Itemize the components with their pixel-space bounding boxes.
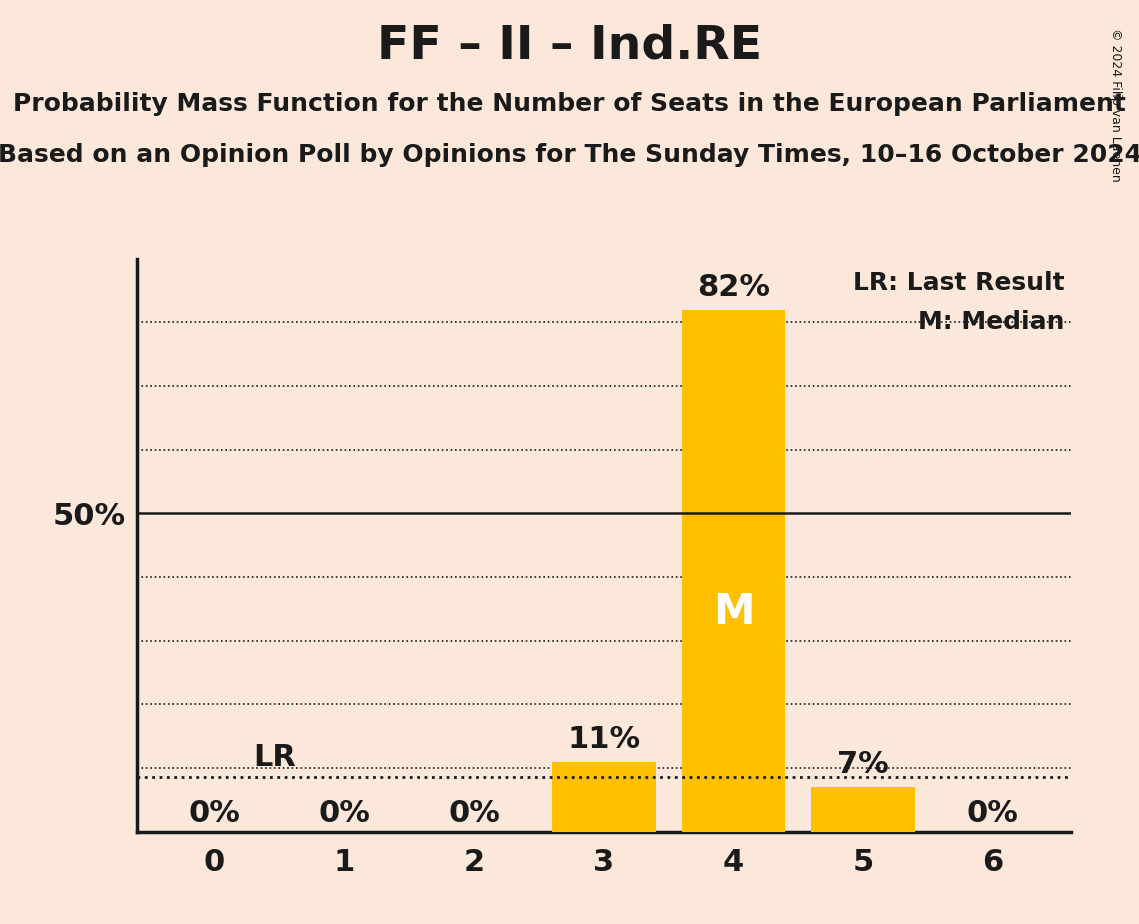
Text: © 2024 Filip van Laenen: © 2024 Filip van Laenen: [1109, 28, 1122, 181]
Bar: [681, 310, 785, 832]
Text: M: M: [713, 591, 754, 633]
Text: LR: Last Result: LR: Last Result: [853, 272, 1064, 296]
Text: Probability Mass Function for the Number of Seats in the European Parliament: Probability Mass Function for the Number…: [13, 92, 1126, 116]
Text: Based on an Opinion Poll by Opinions for The Sunday Times, 10–16 October 2024: Based on an Opinion Poll by Opinions for…: [0, 143, 1139, 167]
Text: 0%: 0%: [448, 799, 500, 829]
Bar: [811, 787, 915, 832]
Text: 0%: 0%: [967, 799, 1018, 829]
Bar: [551, 761, 656, 832]
Text: M: Median: M: Median: [918, 310, 1064, 334]
Text: 7%: 7%: [837, 750, 888, 780]
Text: 82%: 82%: [697, 273, 770, 302]
Text: FF – II – Ind.RE: FF – II – Ind.RE: [377, 23, 762, 68]
Text: 0%: 0%: [189, 799, 240, 829]
Text: LR: LR: [253, 744, 296, 772]
Text: 11%: 11%: [567, 725, 640, 754]
Text: 0%: 0%: [318, 799, 370, 829]
